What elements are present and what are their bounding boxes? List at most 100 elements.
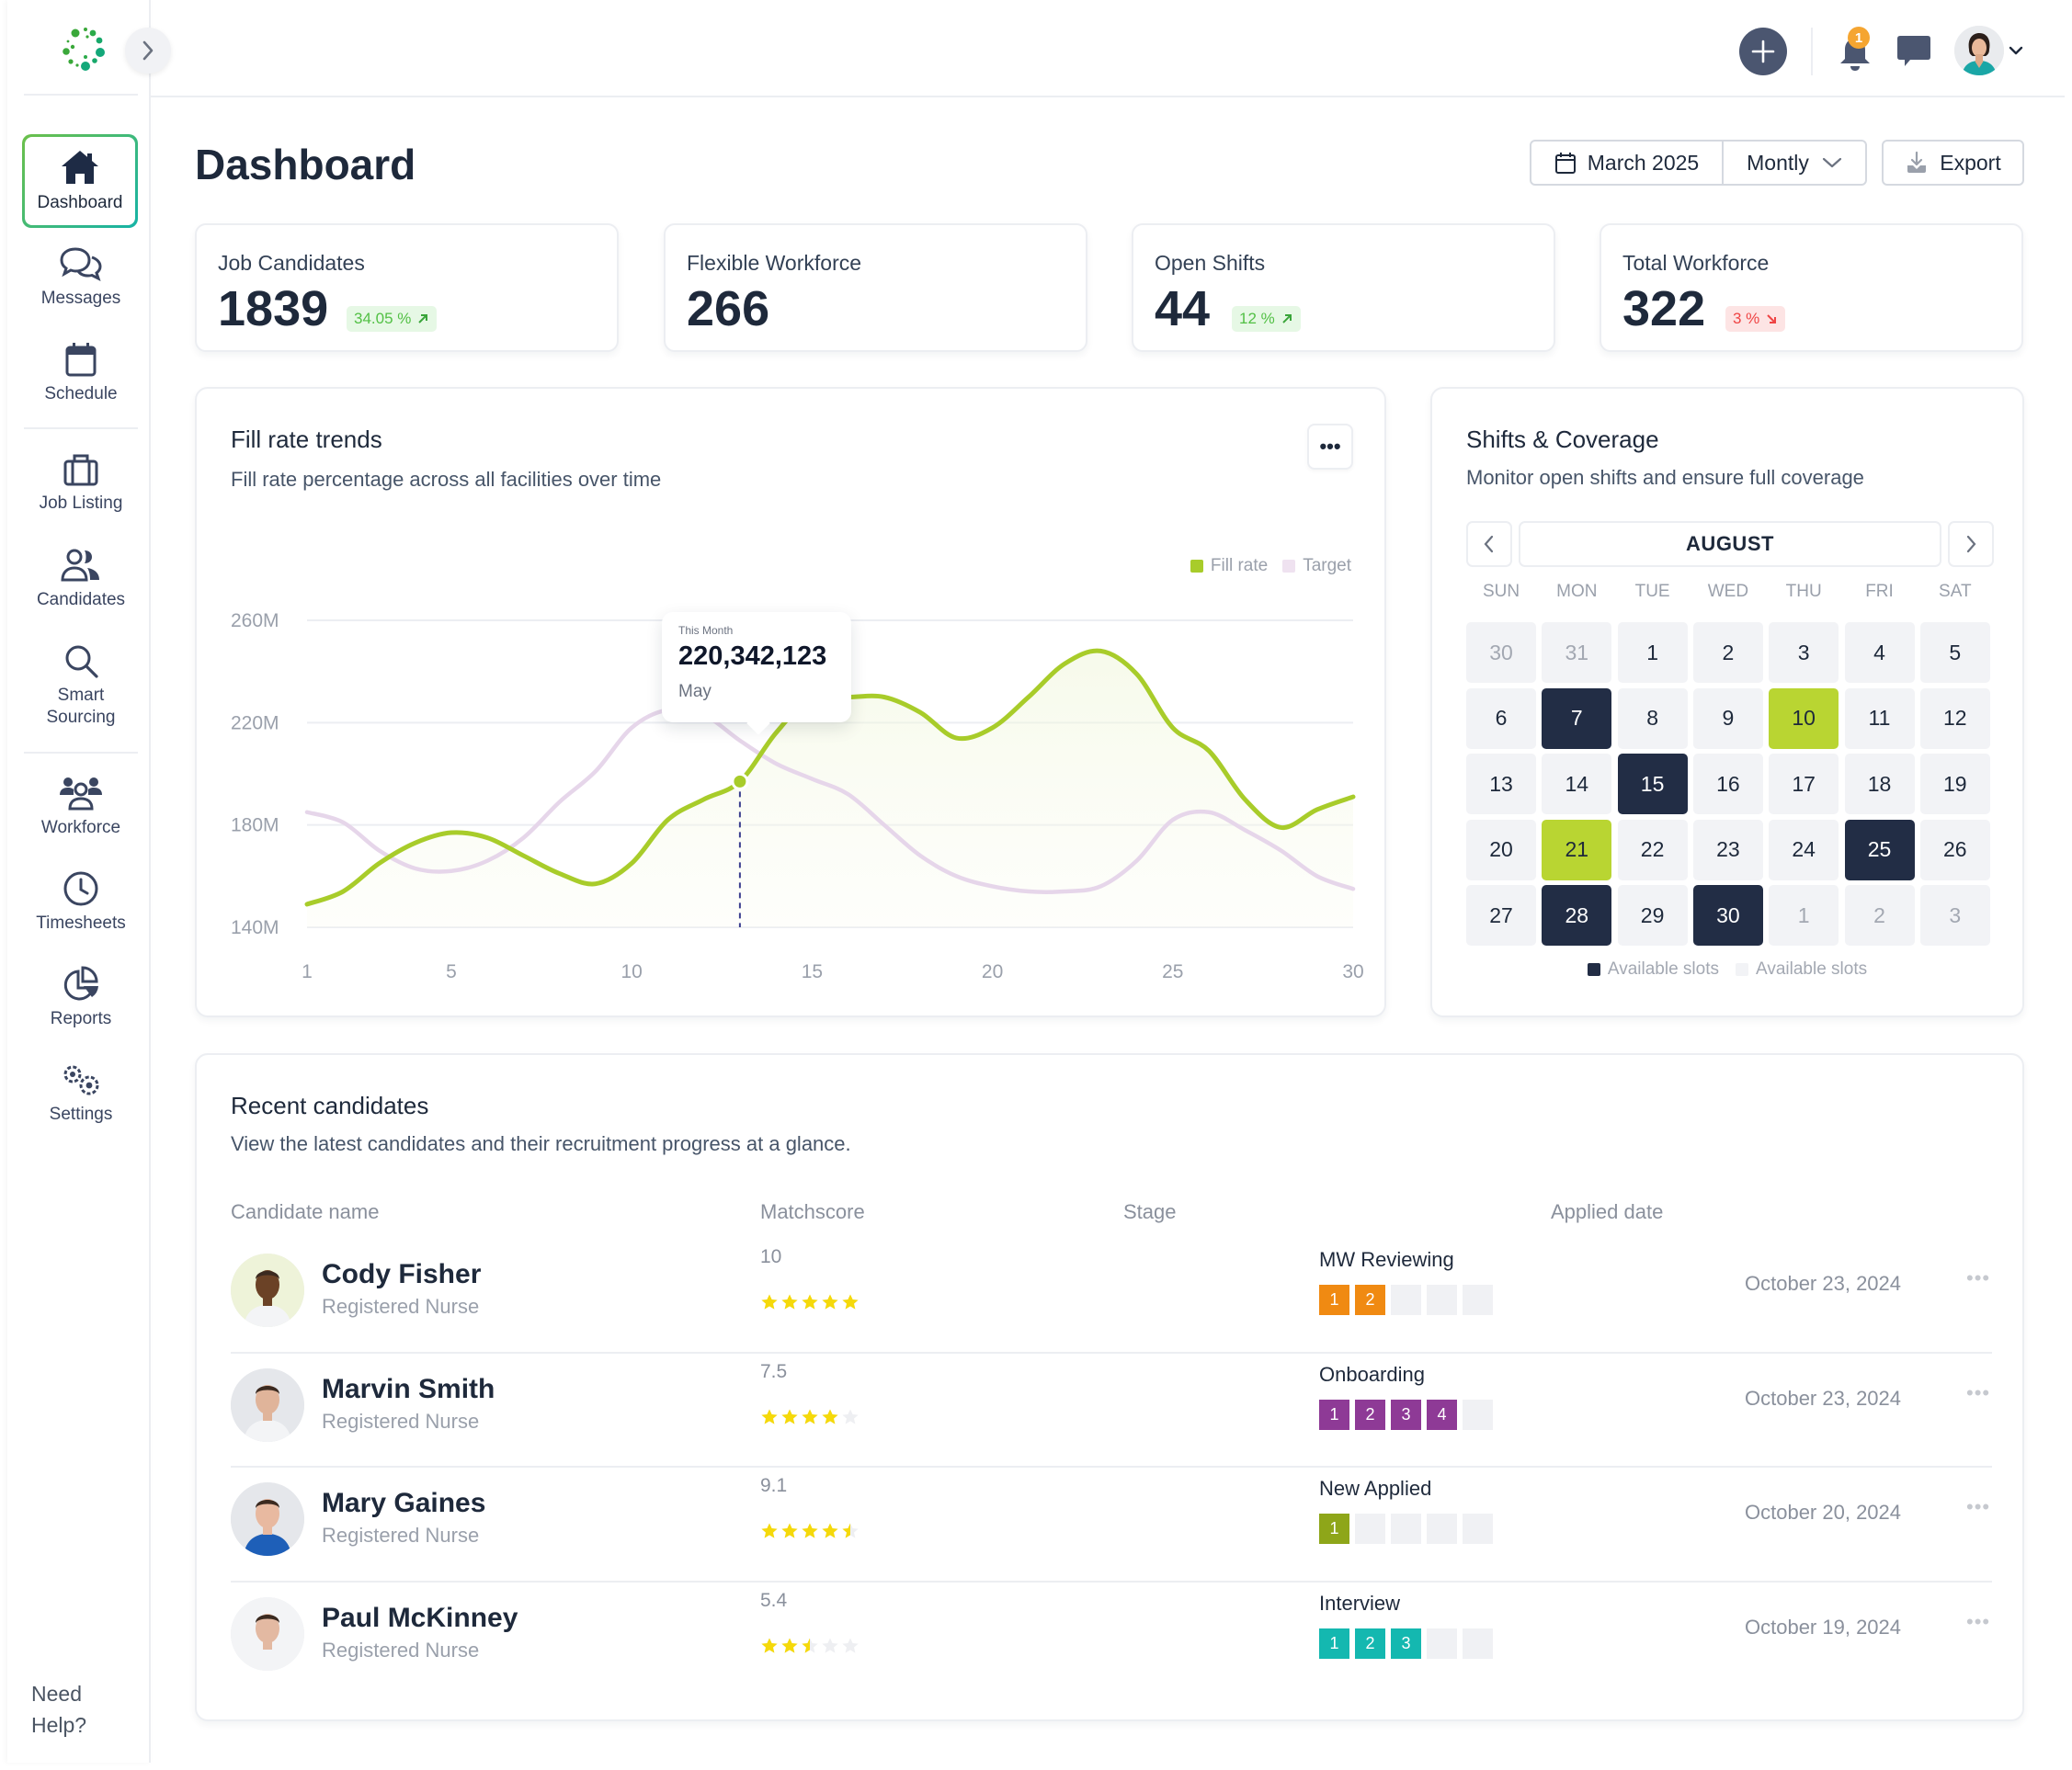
calendar-day[interactable]: 17 bbox=[1769, 754, 1839, 814]
calendar-day[interactable]: 18 bbox=[1844, 754, 1915, 814]
star-icon bbox=[802, 1294, 818, 1310]
calendar-day[interactable]: 30 bbox=[1692, 885, 1763, 946]
add-button[interactable] bbox=[1739, 28, 1787, 75]
chevron-down-icon[interactable] bbox=[2008, 44, 2024, 57]
stage-step bbox=[1427, 1628, 1457, 1659]
date-picker-button[interactable]: March 2025 bbox=[1531, 142, 1724, 184]
calendar-day[interactable]: 9 bbox=[1692, 687, 1763, 749]
sidebar-divider bbox=[24, 427, 138, 429]
notification-badge: 1 bbox=[1848, 27, 1870, 49]
calendar-day[interactable]: 27 bbox=[1466, 885, 1536, 946]
calendar-day[interactable]: 25 bbox=[1844, 819, 1915, 880]
calendar-day[interactable]: 21 bbox=[1542, 819, 1612, 880]
row-more-button[interactable]: ••• bbox=[1966, 1495, 1991, 1518]
candidate-row[interactable]: Mary Gaines Registered Nurse 9.1 bbox=[231, 1468, 1992, 1582]
stage-name: Onboarding bbox=[1319, 1362, 1425, 1386]
more-options-button[interactable]: ••• bbox=[1307, 424, 1353, 470]
period-select[interactable]: Montly bbox=[1724, 142, 1865, 184]
need-help-link[interactable]: Need Help? bbox=[31, 1678, 86, 1741]
chart-legend: Fill rate Target bbox=[1190, 556, 1351, 576]
applied-date: October 19, 2024 bbox=[1745, 1615, 1902, 1639]
highlight-point bbox=[731, 772, 749, 790]
column-header-matchscore[interactable]: Matchscore bbox=[760, 1200, 865, 1223]
candidate-name[interactable]: Marvin Smith bbox=[322, 1373, 495, 1404]
calendar-day[interactable]: 26 bbox=[1919, 819, 1990, 880]
avatar bbox=[231, 1482, 304, 1556]
user-avatar[interactable] bbox=[1954, 26, 2004, 75]
calendar-day[interactable]: 2 bbox=[1692, 622, 1763, 683]
calendar-day[interactable]: 15 bbox=[1617, 754, 1688, 814]
avatar bbox=[231, 1254, 304, 1327]
legend-label: Available slots bbox=[1607, 959, 1719, 979]
row-more-button[interactable]: ••• bbox=[1966, 1266, 1991, 1289]
star-icon bbox=[761, 1523, 778, 1538]
sidebar-item-timesheets[interactable]: Timesheets bbox=[24, 866, 138, 939]
sidebar-item-workforce[interactable]: Workforce bbox=[24, 770, 138, 844]
match-score: 7.5 bbox=[760, 1360, 788, 1382]
calendar-day[interactable]: 20 bbox=[1466, 819, 1536, 880]
calendar-day[interactable]: 19 bbox=[1919, 754, 1990, 814]
export-button[interactable]: Export bbox=[1882, 140, 2024, 186]
calendar-day[interactable]: 11 bbox=[1844, 687, 1915, 749]
candidate-row[interactable]: Cody Fisher Registered Nurse 10 bbox=[231, 1239, 1992, 1353]
card-subtitle: View the latest candidates and their rec… bbox=[231, 1132, 851, 1155]
sidebar-item-messages[interactable]: Messages bbox=[24, 241, 138, 314]
calendar-day[interactable]: 5 bbox=[1919, 622, 1990, 683]
sidebar-item-candidates[interactable]: Candidates bbox=[24, 542, 138, 616]
sidebar-item-label: Candidates bbox=[36, 590, 126, 609]
calendar-day[interactable]: 3 bbox=[1769, 622, 1839, 683]
calendar-day[interactable]: 16 bbox=[1692, 754, 1763, 814]
calendar-day[interactable]: 31 bbox=[1542, 622, 1612, 683]
calendar-day[interactable]: 8 bbox=[1617, 687, 1688, 749]
column-header-name[interactable]: Candidate name bbox=[231, 1200, 380, 1223]
sidebar-item-smart-sourcing[interactable]: Smart Sourcing bbox=[24, 638, 138, 733]
arrow-up-right-icon bbox=[1282, 314, 1292, 323]
calendar-day[interactable]: 14 bbox=[1542, 754, 1612, 814]
legend-item-fill-rate: Fill rate bbox=[1190, 556, 1268, 576]
chevron-right-icon bbox=[1966, 535, 1976, 553]
chat-icon[interactable] bbox=[1896, 33, 1932, 70]
sidebar-item-dashboard[interactable]: Dashboard bbox=[22, 134, 138, 228]
calendar-day[interactable]: 7 bbox=[1542, 687, 1612, 749]
sidebar-item-schedule[interactable]: Schedule bbox=[24, 336, 138, 410]
sidebar-item-job-listing[interactable]: Job Listing bbox=[24, 447, 138, 520]
calendar-next-button[interactable] bbox=[1948, 521, 1994, 567]
stage-step: 1 bbox=[1319, 1628, 1349, 1659]
sidebar-toggle-button[interactable] bbox=[125, 28, 171, 74]
calendar-day[interactable]: 30 bbox=[1466, 622, 1536, 683]
calendar-day[interactable]: 3 bbox=[1919, 885, 1990, 946]
calendar-day[interactable]: 10 bbox=[1769, 687, 1839, 749]
legend-swatch bbox=[1736, 963, 1748, 976]
need-help-line2[interactable]: Help? bbox=[31, 1713, 87, 1737]
candidate-row[interactable]: Marvin Smith Registered Nurse 7.5 bbox=[231, 1354, 1992, 1468]
calendar-day[interactable]: 23 bbox=[1692, 819, 1763, 880]
column-header-stage[interactable]: Stage bbox=[1123, 1200, 1177, 1223]
calendar-day[interactable]: 6 bbox=[1466, 687, 1536, 749]
need-help-line1[interactable]: Need bbox=[31, 1682, 82, 1706]
calendar-day[interactable]: 2 bbox=[1844, 885, 1915, 946]
sidebar-item-label: Job Listing bbox=[39, 494, 123, 513]
calendar-day[interactable]: 12 bbox=[1919, 687, 1990, 749]
star-icon bbox=[781, 1294, 798, 1310]
row-more-button[interactable]: ••• bbox=[1966, 1380, 1991, 1404]
calendar-prev-button[interactable] bbox=[1466, 521, 1512, 567]
calendar-day[interactable]: 29 bbox=[1617, 885, 1688, 946]
calendar-day[interactable]: 24 bbox=[1769, 819, 1839, 880]
calendar-day[interactable]: 1 bbox=[1617, 622, 1688, 683]
candidate-name[interactable]: Cody Fisher bbox=[322, 1259, 482, 1289]
column-header-applied-date[interactable]: Applied date bbox=[1551, 1200, 1664, 1223]
candidate-row[interactable]: Paul McKinney Registered Nurse 5.4 bbox=[231, 1583, 1992, 1696]
calendar-day[interactable]: 1 bbox=[1769, 885, 1839, 946]
sidebar-item-settings[interactable]: Settings bbox=[24, 1057, 138, 1130]
calendar-day[interactable]: 22 bbox=[1617, 819, 1688, 880]
row-more-button[interactable]: ••• bbox=[1966, 1609, 1991, 1633]
y-tick-label: 260M bbox=[231, 610, 279, 631]
calendar-day[interactable]: 28 bbox=[1542, 885, 1612, 946]
calendar-day[interactable]: 4 bbox=[1844, 622, 1915, 683]
calendar-day[interactable]: 13 bbox=[1466, 754, 1536, 814]
candidate-name[interactable]: Paul McKinney bbox=[322, 1602, 518, 1633]
star-icon bbox=[781, 1523, 798, 1538]
candidate-name[interactable]: Mary Gaines bbox=[322, 1488, 486, 1518]
month-name: AUGUST bbox=[1686, 532, 1774, 555]
sidebar-item-reports[interactable]: Reports bbox=[24, 961, 138, 1035]
